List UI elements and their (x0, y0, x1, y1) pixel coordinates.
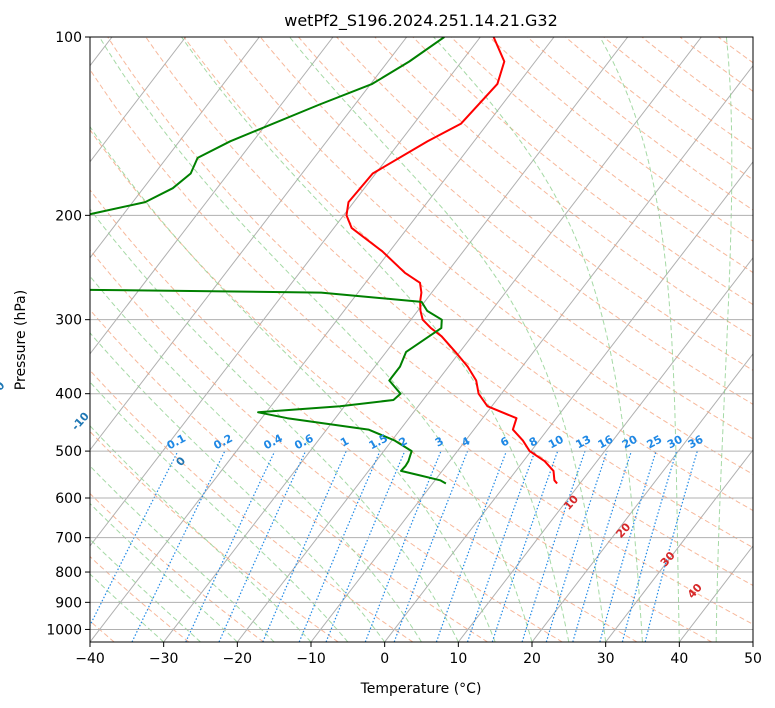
moist-adiabat-line (98, 37, 533, 642)
dry-adiabat-line (259, 37, 753, 440)
y-tick-label: 400 (55, 387, 82, 403)
isotherm-line (90, 37, 481, 547)
mixing-ratio-line (572, 450, 632, 642)
dry-adiabat-line (107, 37, 753, 587)
mixing-ratio-line (364, 450, 442, 642)
mixing-ratio-line (393, 450, 469, 642)
x-tick-label: −20 (223, 651, 253, 667)
temperature-profile (345, 37, 558, 485)
moist-adiabat-line (715, 37, 733, 642)
isotherm-line (90, 37, 187, 163)
mixing-ratio-line (545, 450, 608, 642)
dry-adiabat-line (145, 37, 753, 549)
mixing-ratio-label: 25 (645, 433, 665, 452)
moist-adiabat-line (181, 37, 570, 642)
x-tick-label: 10 (449, 651, 467, 667)
dry-adiabat-line (90, 68, 753, 625)
isotherm-line (90, 37, 334, 355)
moist-adiabat-line (289, 37, 607, 642)
y-axis-label: Pressure (hPa) (13, 290, 29, 390)
sounding-profiles (90, 37, 558, 485)
mixing-ratio-line (298, 450, 381, 642)
mixing-ratio-label: 13 (574, 433, 594, 452)
dry-adiabat-line (90, 309, 488, 642)
mixing-ratio-line (491, 450, 559, 642)
x-tick-label: 40 (670, 651, 688, 667)
mixing-ratio-line (644, 450, 698, 642)
mixing-ratio-label: 36 (686, 433, 706, 452)
isotherm-line (90, 37, 408, 451)
moist-adiabat-line (599, 37, 680, 642)
x-tick-label: 0 (380, 651, 389, 667)
mixing-ratio-line (218, 450, 307, 642)
mixing-ratio-line (435, 450, 507, 642)
x-tick-label: 30 (597, 651, 615, 667)
y-tick-label: 800 (55, 565, 82, 581)
dry-adiabat-line (90, 248, 563, 642)
isotherm-line (605, 449, 753, 642)
mixing-ratio-line (466, 450, 536, 642)
y-tick-label: 500 (55, 444, 82, 460)
mixing-ratio-line (521, 450, 586, 642)
x-tick-label: −10 (296, 651, 326, 667)
chart-title: wetPf2_S196.2024.251.14.21.G32 (284, 11, 558, 31)
y-tick-label: 200 (55, 208, 82, 224)
dewpoint-profile (90, 37, 447, 485)
x-tick-label: −30 (149, 651, 179, 667)
x-tick-label: 20 (523, 651, 541, 667)
mixing-ratio-line (325, 450, 406, 642)
x-tick-label: −40 (75, 651, 105, 667)
moist-adiabat-line (90, 465, 275, 642)
y-tick-label: 1000 (46, 622, 82, 638)
y-tick-label: 100 (55, 30, 82, 46)
mixing-ratio-line (599, 450, 657, 642)
mixing-ratio-line (90, 450, 179, 627)
y-tick-label: 600 (55, 491, 82, 507)
mixing-ratio-label: 30 (665, 433, 685, 452)
mixing-ratio-label: 16 (596, 433, 616, 452)
y-tick-label: 300 (55, 313, 82, 329)
moist-adiabat-line (90, 425, 312, 642)
dry-adiabat-line (412, 37, 753, 306)
isotherm-line (236, 37, 702, 642)
moist-adiabat-line (90, 332, 386, 642)
moist-adiabat-line (90, 275, 422, 642)
dry-adiabat-line (374, 37, 753, 338)
isotherm-line (531, 353, 753, 642)
pressure-gridlines (90, 37, 753, 630)
dry-adiabat-line (298, 37, 753, 405)
y-tick-label: 900 (55, 595, 82, 611)
isotherm-line (163, 37, 629, 642)
mixing-ratio-line (262, 450, 347, 642)
dry-adiabat-line (90, 369, 414, 642)
x-axis-ticks: −40 −30 −20 −10 0 10 20 30 40 50 (75, 642, 762, 667)
plot-frame (89, 36, 754, 643)
dry-adiabat-label: -20 (0, 379, 8, 403)
dry-adiabat-line (90, 555, 190, 642)
isotherm-line (90, 37, 260, 259)
dry-adiabat-line (90, 189, 638, 642)
y-axis-ticks: 100 200 300 400 500 600 700 800 900 1000 (46, 30, 90, 638)
moist-adiabat-line (90, 381, 349, 642)
mixing-ratio-label: 20 (620, 433, 640, 452)
mixing-ratio-line (621, 450, 678, 642)
isotherm-line (310, 64, 753, 642)
isotherm-line (384, 160, 753, 642)
moist-adiabat-line (90, 125, 496, 642)
moist-adiabat-line (433, 37, 643, 642)
mixing-ratio-label: 10 (546, 433, 566, 452)
isotherm-line (457, 256, 753, 642)
x-axis-label: Temperature (°C) (360, 681, 482, 697)
mixing-ratio-line (185, 450, 276, 642)
dry-adiabat-line (90, 492, 264, 642)
y-tick-label: 700 (55, 531, 82, 547)
x-tick-label: 50 (744, 651, 762, 667)
background-lines (90, 37, 753, 642)
